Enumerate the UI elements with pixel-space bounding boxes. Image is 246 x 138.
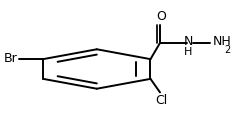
Text: NH: NH	[213, 35, 231, 48]
Text: H: H	[184, 47, 193, 57]
Text: Cl: Cl	[155, 94, 167, 107]
Text: O: O	[156, 10, 166, 23]
Text: 2: 2	[224, 45, 231, 55]
Text: N: N	[184, 35, 193, 48]
Text: Br: Br	[4, 52, 17, 65]
